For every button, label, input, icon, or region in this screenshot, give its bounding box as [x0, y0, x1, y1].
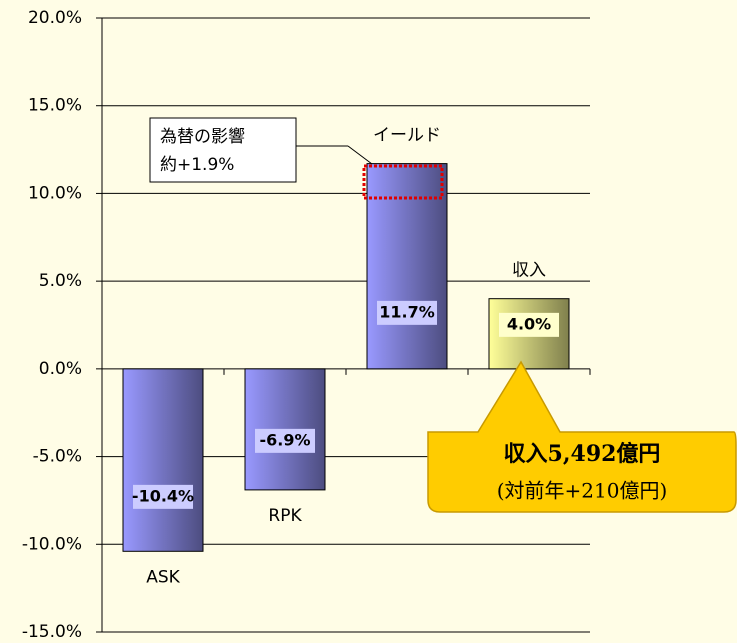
- bar-shade: [123, 368, 203, 552]
- bar-shade: [367, 163, 447, 369]
- y-tick-label: 5.0%: [39, 271, 82, 291]
- callout: [427, 360, 737, 513]
- x-tick-label: 収入: [512, 261, 546, 281]
- y-tick-label: 0.0%: [39, 359, 82, 379]
- note-box: [149, 117, 297, 183]
- note-text: 為替の影響: [160, 127, 245, 147]
- connector: [347, 145, 373, 165]
- y-tick-label: -5.0%: [33, 447, 82, 467]
- note-text: 約+1.9%: [160, 155, 234, 175]
- value-label: 4.0%: [507, 314, 551, 333]
- y-tick-label: 15.0%: [28, 96, 82, 116]
- value-label: -6.9%: [259, 430, 310, 449]
- value-label-bg: [133, 484, 193, 509]
- y-tick-label: -15.0%: [22, 622, 82, 642]
- y-tick-label: 10.0%: [28, 183, 82, 203]
- x-tick-label: イールド: [373, 126, 441, 146]
- x-tick-label: ASK: [146, 567, 180, 587]
- y-tick-label: -10.0%: [22, 534, 82, 554]
- value-label-bg: [499, 312, 559, 337]
- value-label-bg: [377, 300, 437, 325]
- callout-title: 収入5,492億円: [504, 441, 661, 467]
- value-label: 11.7%: [379, 302, 435, 321]
- value-label: -10.4%: [132, 486, 194, 505]
- callout-sub: (対前年+210億円): [497, 479, 668, 503]
- y-tick-label: 20.0%: [28, 8, 82, 28]
- value-label-bg: [255, 428, 315, 453]
- x-tick-label: RPK: [268, 506, 302, 526]
